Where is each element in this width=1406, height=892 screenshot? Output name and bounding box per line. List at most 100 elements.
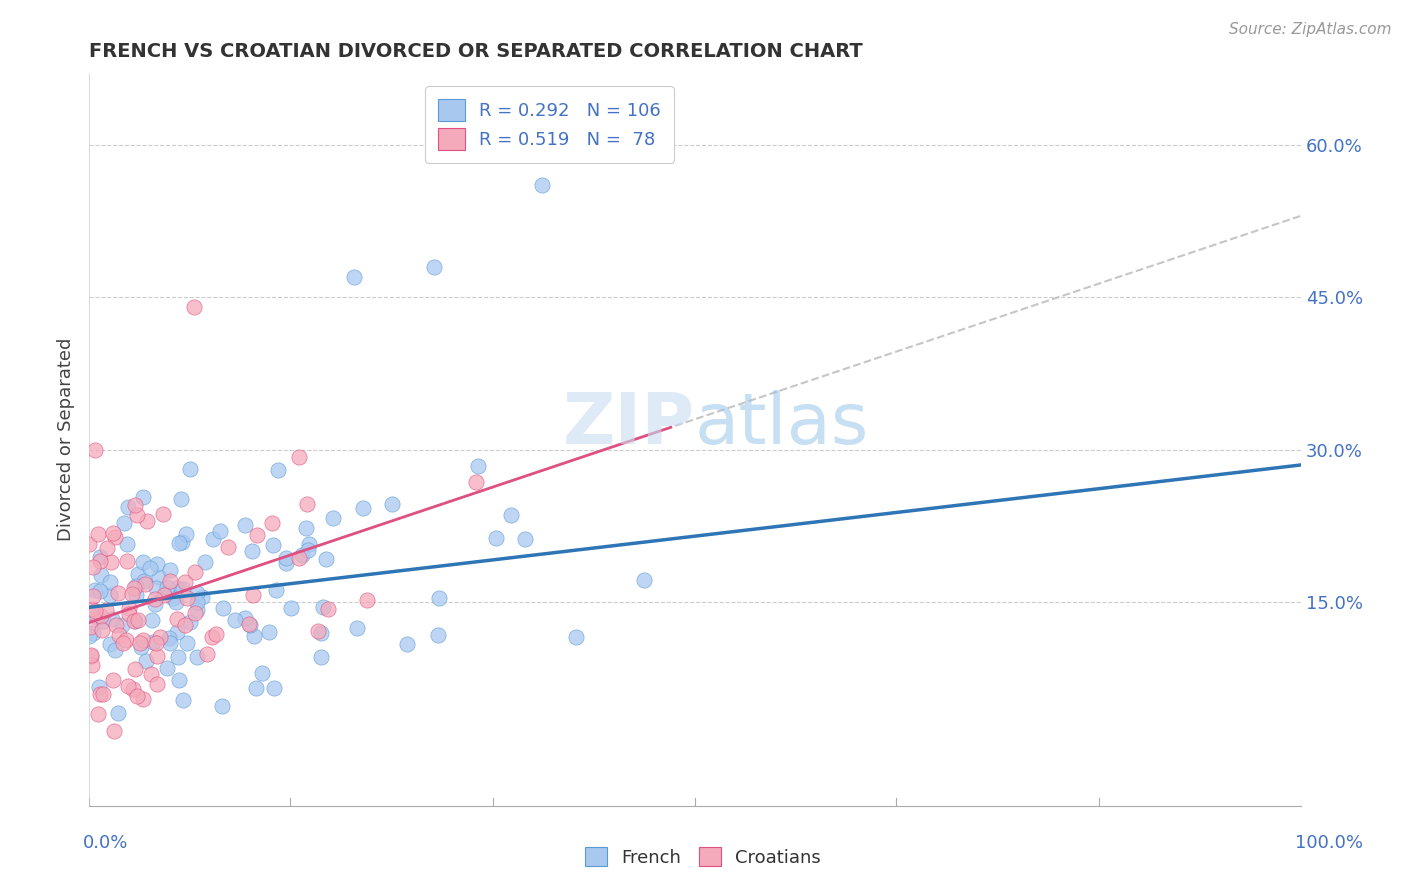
- Croatians: [87, 527, 110, 541]
- French: [242, 544, 264, 558]
- Croatians: [118, 607, 141, 621]
- French: [309, 625, 332, 640]
- French: [262, 538, 284, 552]
- Croatians: [139, 666, 162, 681]
- French: [82, 625, 104, 640]
- Croatians: [195, 647, 218, 661]
- Croatians: [152, 507, 174, 521]
- Croatians: [80, 648, 103, 662]
- French: [297, 543, 319, 558]
- French: [224, 613, 246, 627]
- French: [172, 582, 194, 596]
- French: [186, 603, 208, 617]
- French: [174, 526, 197, 541]
- French: [89, 583, 111, 598]
- Croatians: [103, 724, 125, 739]
- French: [117, 500, 139, 514]
- Text: Source: ZipAtlas.com: Source: ZipAtlas.com: [1229, 22, 1392, 37]
- French: [352, 500, 374, 515]
- Croatians: [124, 615, 146, 629]
- French: [169, 673, 191, 688]
- French: [343, 269, 366, 284]
- Croatians: [87, 707, 110, 722]
- Text: ZIP: ZIP: [562, 391, 695, 459]
- Croatians: [159, 574, 181, 588]
- French: [132, 555, 155, 569]
- French: [139, 560, 162, 574]
- French: [84, 582, 107, 597]
- Croatians: [288, 551, 311, 566]
- Croatians: [112, 636, 135, 650]
- Text: atlas: atlas: [695, 391, 869, 459]
- French: [633, 573, 655, 587]
- French: [101, 612, 124, 626]
- French: [125, 588, 148, 602]
- French: [143, 597, 166, 611]
- Croatians: [132, 633, 155, 648]
- Croatians: [89, 554, 111, 568]
- French: [167, 650, 190, 665]
- Croatians: [117, 680, 139, 694]
- French: [115, 537, 138, 551]
- French: [312, 599, 335, 614]
- Croatians: [83, 604, 105, 618]
- Croatians: [107, 628, 129, 642]
- Croatians: [297, 497, 319, 511]
- French: [186, 586, 208, 600]
- French: [427, 591, 450, 606]
- French: [179, 462, 201, 476]
- French: [274, 557, 297, 571]
- Croatians: [105, 617, 128, 632]
- Croatians: [238, 616, 260, 631]
- Croatians: [122, 581, 145, 595]
- Croatians: [149, 630, 172, 644]
- French: [146, 557, 169, 571]
- Text: 0.0%: 0.0%: [83, 834, 128, 852]
- French: [86, 610, 108, 624]
- Croatians: [103, 673, 125, 687]
- French: [264, 582, 287, 597]
- French: [530, 178, 553, 193]
- Croatians: [79, 648, 101, 663]
- Croatians: [143, 591, 166, 606]
- Croatians: [260, 516, 283, 531]
- French: [170, 534, 193, 549]
- Croatians: [124, 662, 146, 676]
- French: [190, 591, 212, 605]
- French: [422, 260, 444, 274]
- French: [159, 563, 181, 577]
- Croatians: [184, 606, 207, 620]
- Croatians: [201, 630, 224, 644]
- French: [159, 636, 181, 650]
- Croatians: [217, 540, 239, 554]
- French: [201, 532, 224, 546]
- Croatians: [184, 565, 207, 579]
- French: [280, 600, 302, 615]
- French: [128, 567, 150, 582]
- French: [107, 706, 129, 720]
- French: [132, 490, 155, 504]
- French: [211, 600, 233, 615]
- French: [263, 681, 285, 695]
- French: [298, 536, 321, 550]
- French: [156, 661, 179, 675]
- Croatians: [89, 687, 111, 701]
- French: [125, 579, 148, 593]
- Croatians: [136, 514, 159, 528]
- Croatians: [129, 635, 152, 649]
- Croatians: [316, 602, 339, 616]
- French: [141, 613, 163, 627]
- Croatians: [183, 301, 205, 315]
- French: [142, 634, 165, 648]
- Croatians: [307, 624, 329, 639]
- French: [252, 665, 274, 680]
- French: [156, 581, 179, 595]
- French: [235, 518, 257, 533]
- Legend: French, Croatians: French, Croatians: [578, 840, 828, 874]
- Croatians: [82, 589, 104, 603]
- French: [98, 588, 121, 602]
- Croatians: [90, 623, 112, 637]
- French: [467, 458, 489, 473]
- French: [211, 699, 233, 714]
- French: [513, 533, 536, 547]
